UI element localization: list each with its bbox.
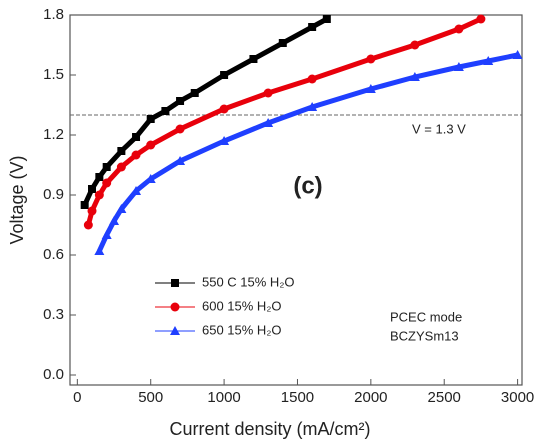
marker — [219, 104, 229, 114]
marker — [365, 84, 376, 93]
legend-marker — [170, 302, 180, 312]
legend-label: 650 15% H₂O — [202, 322, 281, 337]
panel-label: (c) — [293, 172, 322, 199]
y-tick-label: 1.2 — [43, 126, 64, 143]
y-axis-label: Voltage (V) — [7, 155, 27, 244]
marker — [175, 124, 185, 134]
marker — [483, 56, 494, 65]
y-tick-label: 1.5 — [43, 66, 64, 83]
x-tick-label: 1000 — [207, 389, 240, 406]
plot-frame — [69, 14, 523, 386]
note: PCEC mode — [390, 309, 462, 324]
marker — [322, 15, 331, 23]
marker — [116, 204, 127, 213]
marker — [512, 50, 523, 59]
marker — [83, 220, 93, 230]
marker — [87, 206, 97, 216]
marker — [190, 89, 199, 97]
marker — [95, 173, 104, 181]
series-line — [97, 52, 519, 253]
marker — [454, 24, 464, 34]
marker — [146, 115, 155, 123]
y-tick-label: 1.8 — [43, 6, 64, 23]
marker — [116, 162, 126, 172]
marker — [409, 72, 420, 81]
series-line — [82, 16, 329, 207]
marker — [145, 174, 156, 183]
marker — [278, 39, 287, 47]
x-tick-label: 3000 — [501, 389, 534, 406]
marker — [410, 40, 420, 50]
marker — [102, 178, 112, 188]
legend-label: 600 15% H₂O — [202, 298, 281, 313]
marker — [101, 230, 112, 239]
marker — [249, 55, 258, 63]
marker — [94, 190, 104, 200]
y-tick-label: 0.6 — [43, 246, 64, 263]
x-tick-label: 2500 — [428, 389, 461, 406]
marker — [263, 88, 273, 98]
marker — [307, 102, 318, 111]
marker — [102, 163, 111, 171]
y-tick-label: 0.3 — [43, 306, 64, 323]
marker — [219, 136, 230, 145]
marker — [366, 54, 376, 64]
marker — [117, 147, 126, 155]
marker — [220, 71, 229, 79]
x-axis-label: Current density (mA/cm²) — [169, 419, 370, 439]
x-tick-label: 1500 — [281, 389, 314, 406]
x-tick-label: 0 — [73, 389, 81, 406]
marker — [453, 62, 464, 71]
y-tick-label: 0.0 — [43, 366, 64, 383]
marker — [109, 216, 120, 225]
x-tick-label: 500 — [138, 389, 163, 406]
marker — [307, 74, 317, 84]
legend-marker — [171, 279, 179, 287]
y-tick-label: 0.9 — [43, 186, 64, 203]
legend-marker — [170, 326, 180, 335]
note: BCZYSm13 — [390, 328, 459, 343]
marker — [131, 186, 142, 195]
marker — [146, 140, 156, 150]
marker — [94, 246, 105, 255]
hline-label: V = 1.3 V — [412, 121, 466, 136]
marker — [176, 97, 185, 105]
marker — [263, 118, 274, 127]
marker — [132, 133, 141, 141]
x-tick-label: 2000 — [354, 389, 387, 406]
marker — [308, 23, 317, 31]
legend-label: 550 C 15% H₂O — [202, 274, 294, 289]
marker — [88, 185, 97, 193]
marker — [175, 156, 186, 165]
marker — [161, 107, 170, 115]
marker — [80, 201, 89, 209]
marker — [131, 150, 141, 160]
marker — [476, 14, 486, 24]
